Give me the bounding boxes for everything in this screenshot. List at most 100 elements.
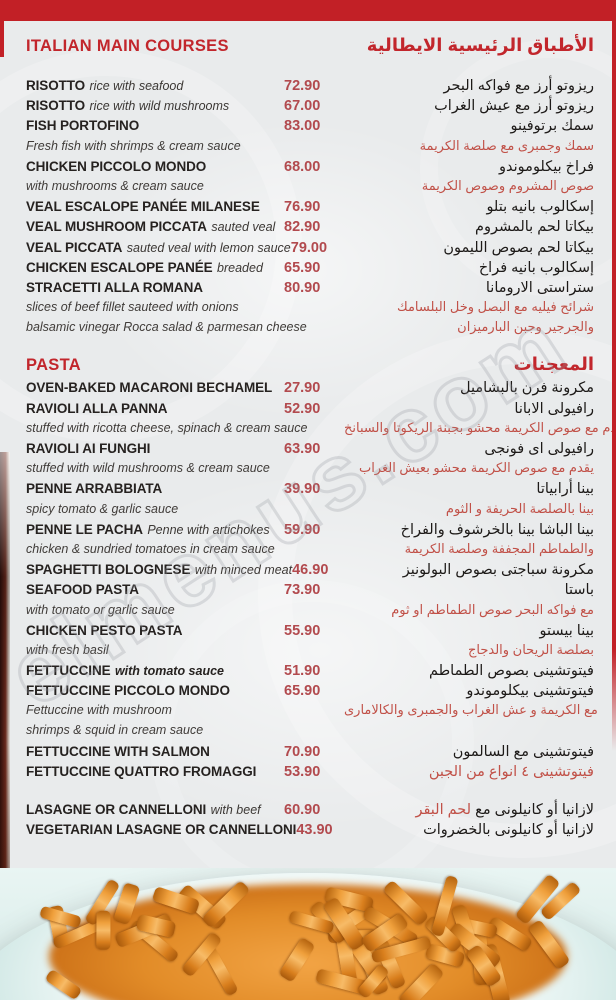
item-note: with tomato sauce bbox=[114, 664, 224, 679]
menu-item-row: RISOTTO rice with seafood 72.90 ريزوتو أ… bbox=[26, 77, 594, 97]
item-name: FISH PORTOFINO bbox=[26, 118, 140, 134]
menu-item-row: LASAGNE OR CANNELLONI with beef 60.90 لا… bbox=[26, 801, 594, 821]
item-name-arabic: مكرونة سباجتى بصوص البولونيز bbox=[344, 562, 594, 578]
item-name-arabic: بينا الباشا بينا بالخرشوف والفراخ bbox=[336, 522, 594, 538]
item-desc-english: spicy tomato & garlic sauce bbox=[26, 501, 179, 516]
item-name-arabic-text: باستا bbox=[564, 582, 594, 599]
item-desc-english: Fettuccine with mushroom bbox=[26, 703, 172, 718]
item-desc-english: with fresh basil bbox=[26, 642, 109, 657]
item-desc-english: with mushrooms & cream sauce bbox=[26, 178, 204, 193]
item-desc-english: chicken & sundried tomatoes in cream sau… bbox=[26, 541, 275, 556]
item-name: RAVIOLI ALLA PANNA bbox=[26, 400, 168, 416]
item-name: FETTUCCINE bbox=[26, 663, 111, 679]
item-desc-english: slices of beef fillet sauteed with onion… bbox=[26, 300, 239, 315]
menu-item-desc-row: Fresh fish with shrimps & cream sauce سم… bbox=[26, 138, 594, 158]
item-name: LASAGNE OR CANNELLONI bbox=[26, 802, 207, 818]
item-price: 65.90 bbox=[284, 683, 321, 700]
item-note: with minced meat bbox=[194, 563, 293, 578]
item-name: CHICKEN ESCALOPE PANÉE bbox=[26, 259, 213, 275]
item-desc-english: shrimps & squid in cream sauce bbox=[26, 722, 204, 737]
item-price: 68.00 bbox=[284, 158, 321, 175]
item-price: 80.90 bbox=[284, 279, 321, 296]
menu-item-row: FETTUCCINE PICCOLO MONDO 65.90 فيتوتشينى… bbox=[26, 682, 594, 702]
item-name-arabic: ريزوتو أرز مع عيش الغراب bbox=[336, 98, 594, 114]
item-name-arabic-text: رافيولى الابانا bbox=[514, 400, 594, 417]
item-desc-arabic: سمك وجمبرى مع صلصة الكريمة bbox=[419, 137, 594, 153]
menu-item-row: PENNE ARRABBIATA 39.90 بينا أرابياتا bbox=[26, 480, 594, 500]
item-note: sauted veal with lemon sauce bbox=[126, 240, 291, 255]
item-note: rice with seafood bbox=[89, 79, 184, 93]
item-name-arabic-text: سمك برتوفينو bbox=[510, 118, 594, 135]
item-price: 43.90 bbox=[296, 822, 333, 839]
item-name: OVEN-BAKED MACARONI BECHAMEL bbox=[26, 380, 273, 396]
menu-item-row: FETTUCCINE QUATTRO FROMAGGI 53.90 فيتوتش… bbox=[26, 763, 594, 783]
item-name-arabic: بينا بيستو bbox=[336, 623, 594, 639]
item-name-arabic: فيتوتشينى ٤ انواع من الجبن bbox=[336, 764, 594, 780]
section-title-english: PASTA bbox=[26, 356, 81, 375]
item-name-arabic: سمك برتوفينو bbox=[336, 118, 594, 134]
item-name-arabic-text: إسكالوب بانيه بتلو bbox=[486, 199, 594, 216]
item-name-arabic-highlight: لحم البقر bbox=[415, 802, 472, 819]
item-note: with beef bbox=[210, 803, 261, 818]
red-left-border-stub bbox=[0, 21, 4, 57]
item-name-arabic-text: فراخ بيكلوموندو bbox=[499, 158, 594, 175]
item-price: 46.90 bbox=[292, 562, 329, 579]
section-header: ITALIAN MAIN COURSES الأطباق الرئيسية ال… bbox=[26, 35, 594, 56]
item-name-arabic-text: مكرونة سباجتى بصوص البولونيز bbox=[402, 562, 594, 579]
item-desc-arabic: والجرجير وجبن البارميزان bbox=[457, 319, 594, 335]
item-note: Penne with artichokes bbox=[147, 522, 270, 537]
item-price: 53.90 bbox=[284, 764, 321, 780]
menu-item-row: CHICKEN PICCOLO MONDO 68.00 فراخ بيكلومو… bbox=[26, 158, 594, 178]
item-price: 67.00 bbox=[284, 98, 321, 115]
item-name: STRACETTI ALLA ROMANA bbox=[26, 279, 203, 295]
red-top-bar bbox=[0, 0, 616, 21]
item-price: 83.00 bbox=[284, 118, 321, 135]
item-name: VEAL PICCATA bbox=[26, 239, 123, 255]
item-note: rice with wild mushrooms bbox=[89, 99, 230, 114]
item-name: RISOTTO bbox=[26, 78, 86, 93]
item-name-arabic-text: ريزوتو أرز مع فواكه البحر bbox=[443, 78, 594, 94]
item-name: CHICKEN PESTO PASTA bbox=[26, 622, 183, 638]
menu-item-desc-row: with mushrooms & cream sauce صوص المشروم… bbox=[26, 178, 594, 198]
item-name-arabic-text: فيتوتشينى بصوص الطماطم bbox=[428, 663, 594, 680]
item-price: 76.90 bbox=[284, 199, 321, 216]
item-price: 60.90 bbox=[284, 802, 321, 819]
item-desc-english: balsamic vinegar Rocca salad & parmesan … bbox=[26, 320, 307, 335]
item-name-arabic-text: فيتوتشينى بيكلوموندو bbox=[466, 683, 594, 700]
item-note: breaded bbox=[217, 260, 263, 275]
menu-item-row: VEAL ESCALOPE PANÉE MILANESE 76.90 إسكال… bbox=[26, 198, 594, 218]
item-name-arabic-text: بينا الباشا بينا بالخرشوف والفراخ bbox=[400, 521, 594, 538]
item-name-arabic: فيتوتشينى مع السالمون bbox=[336, 744, 594, 760]
menu-item-row: OVEN-BAKED MACARONI BECHAMEL 27.90 مكرون… bbox=[26, 379, 594, 399]
item-name: CHICKEN PICCOLO MONDO bbox=[26, 158, 207, 174]
item-desc-arabic: يقدم مع صوص الكريمة محشو بجبنة الريكوتا … bbox=[344, 419, 616, 435]
menu-item-desc-row: chicken & sundried tomatoes in cream sau… bbox=[26, 541, 594, 561]
item-name-arabic-text: مكرونة فرن بالبشاميل bbox=[460, 380, 594, 397]
menu-item-row: FETTUCCINE WITH SALMON 70.90 فيتوتشينى م… bbox=[26, 743, 594, 763]
item-name: VEAL MUSHROOM PICCATA bbox=[26, 219, 207, 235]
section-italian-main-courses: ITALIAN MAIN COURSES الأطباق الرئيسية ال… bbox=[26, 35, 594, 339]
menu-item-desc-row: balsamic vinegar Rocca salad & parmesan … bbox=[26, 319, 594, 339]
item-name-arabic-text: بيكاتا لحم بصوص الليمون bbox=[443, 239, 594, 256]
item-desc-english: Fresh fish with shrimps & cream sauce bbox=[26, 138, 241, 153]
item-name: VEAL ESCALOPE PANÉE MILANESE bbox=[26, 199, 260, 215]
menu-item-desc-row: with fresh basil بصلصة الريحان والدجاج bbox=[26, 642, 594, 662]
item-price: 73.90 bbox=[284, 582, 321, 599]
item-name: FETTUCCINE PICCOLO MONDO bbox=[26, 683, 230, 699]
section-title-arabic: الأطباق الرئيسية الايطالية bbox=[366, 35, 594, 55]
menu-item-desc-row: slices of beef fillet sauteed with onion… bbox=[26, 299, 594, 319]
item-name-arabic: لازانيا أو كانيلونى بالخضروات bbox=[348, 822, 594, 838]
item-name-arabic: بينا أرابياتا bbox=[336, 481, 594, 497]
item-name-arabic-text: رافيولى اى فونجى bbox=[484, 441, 594, 457]
item-note: sauted veal bbox=[211, 220, 276, 235]
item-name: PENNE ARRABBIATA bbox=[26, 481, 163, 497]
item-desc-english: stuffed with ricotta cheese, spinach & c… bbox=[26, 420, 308, 435]
item-desc-english: stuffed with wild mushrooms & cream sauc… bbox=[26, 461, 270, 476]
item-name-arabic-text: بيكاتا لحم بالمشروم bbox=[475, 219, 594, 236]
menu-item-row: RAVIOLI ALLA PANNA 52.90 رافيولى الابانا bbox=[26, 400, 594, 420]
item-desc-arabic: مع فواكه البحر صوص الطماطم او ثوم bbox=[391, 601, 594, 617]
menu-item-desc-row: with tomato or garlic sauce مع فواكه الب… bbox=[26, 602, 594, 622]
item-name: RAVIOLI AI FUNGHI bbox=[26, 441, 151, 456]
item-name-arabic-text: بينا بيستو bbox=[539, 622, 594, 639]
item-name-arabic-text: فيتوتشينى ٤ انواع من الجبن bbox=[428, 764, 594, 780]
